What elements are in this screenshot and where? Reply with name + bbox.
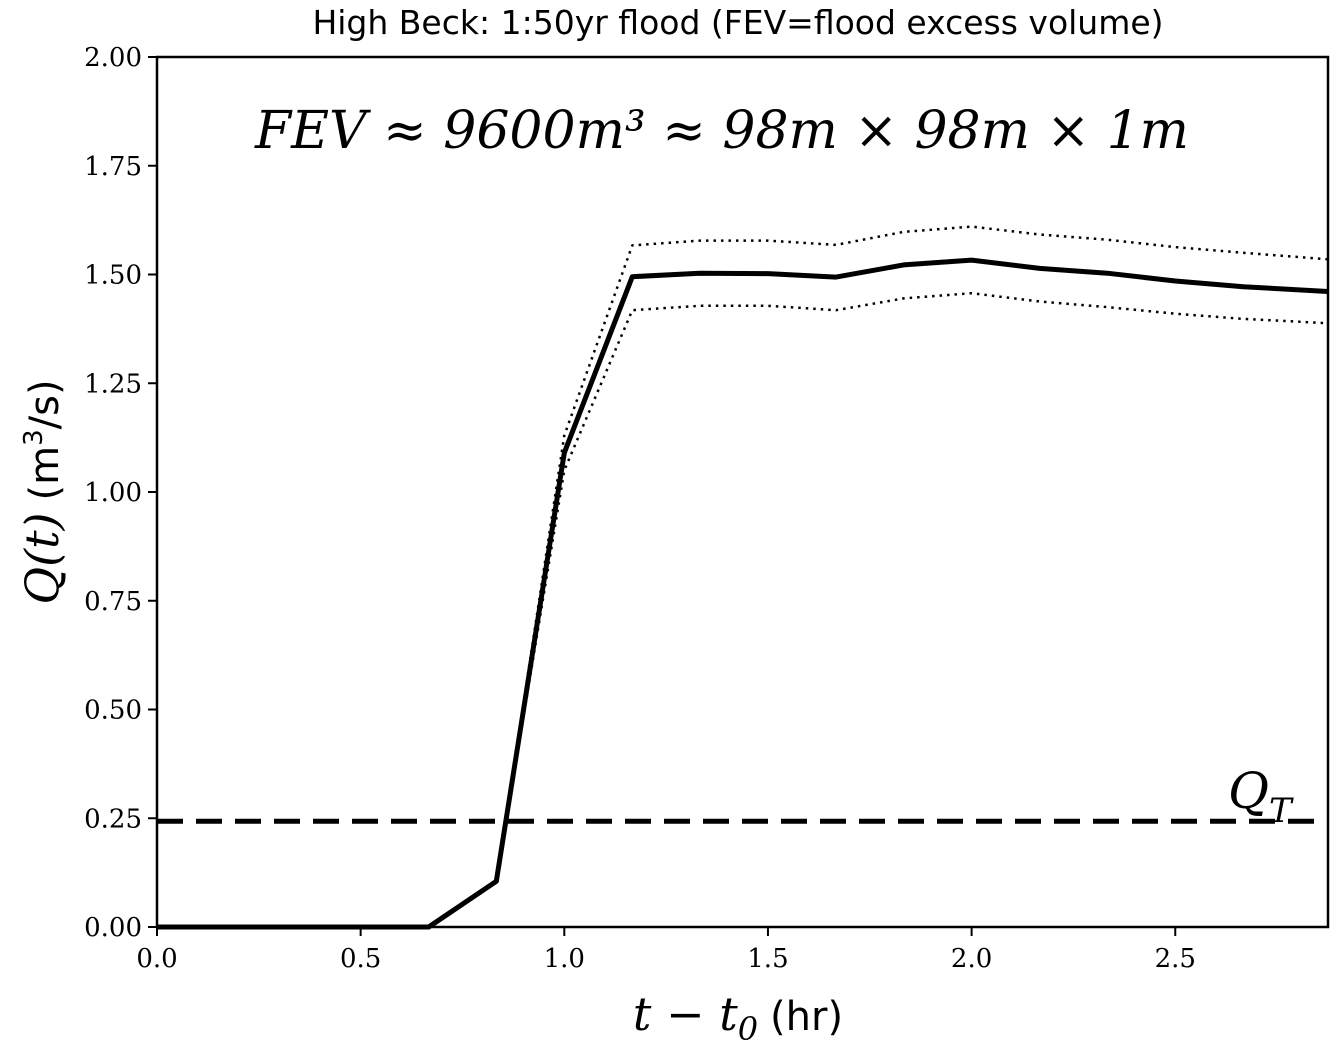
y-tick-label: 0.00 — [84, 913, 142, 943]
x-axis-label-units: (hr) — [770, 994, 843, 1040]
upper-bound-line — [157, 225, 1329, 929]
y-tick-label: 0.75 — [84, 587, 142, 617]
x-axis-ticks: 0.0 0.5 1.0 1.5 2.0 2.5 — [136, 927, 1196, 974]
y-tick-label: 1.75 — [84, 152, 142, 182]
lower-bound-line — [157, 291, 1329, 929]
y-tick-label: 2.00 — [84, 43, 142, 73]
plot-area: 0.0 0.5 1.0 1.5 2.0 2.5 0.00 0.25 0.50 0.75 1.00 1… — [84, 43, 1330, 974]
x-tick-label: 0.0 — [136, 944, 177, 974]
x-tick-label: 1.5 — [747, 944, 788, 974]
y-axis-label: Q(t) (m3/s) — [15, 379, 69, 604]
threshold-label-sub: T — [1269, 791, 1294, 831]
y-tick-label: 1.25 — [84, 369, 142, 399]
x-tick-label: 0.5 — [340, 944, 381, 974]
y-tick-label: 0.25 — [84, 804, 142, 834]
threshold-label-main: Q — [1228, 762, 1269, 820]
x-axis-label: t − t0 (hr) — [633, 987, 843, 1048]
y-tick-label: 1.00 — [84, 478, 142, 508]
x-tick-label: 1.0 — [544, 944, 585, 974]
fev-annotation: FEV ≈ 9600m³ ≈ 98m × 98m × 1m — [254, 101, 1189, 161]
x-tick-label: 2.5 — [1155, 944, 1196, 974]
chart-title: High Beck: 1:50yr flood (FEV=flood exces… — [312, 3, 1163, 42]
y-tick-label: 0.50 — [84, 696, 142, 726]
y-axis-label-sup: 3 — [19, 429, 49, 446]
y-axis-label-units-pre: (m — [22, 446, 68, 501]
y-axis-label-units-post: /s) — [22, 379, 68, 429]
x-tick-label: 2.0 — [951, 944, 992, 974]
x-axis-label-sub: 0 — [738, 1010, 758, 1048]
threshold-label: QT — [1228, 762, 1294, 831]
series-layer — [157, 225, 1329, 930]
x-axis-label-math: t − t — [633, 987, 738, 1041]
y-axis-ticks: 0.00 0.25 0.50 0.75 1.00 1.25 1.50 1.75 2.00 — [84, 43, 157, 943]
flow-series-line — [157, 257, 1329, 930]
y-tick-label: 1.50 — [84, 261, 142, 291]
y-axis-label-math: Q(t) — [15, 512, 69, 604]
plot-frame — [155, 55, 1330, 929]
